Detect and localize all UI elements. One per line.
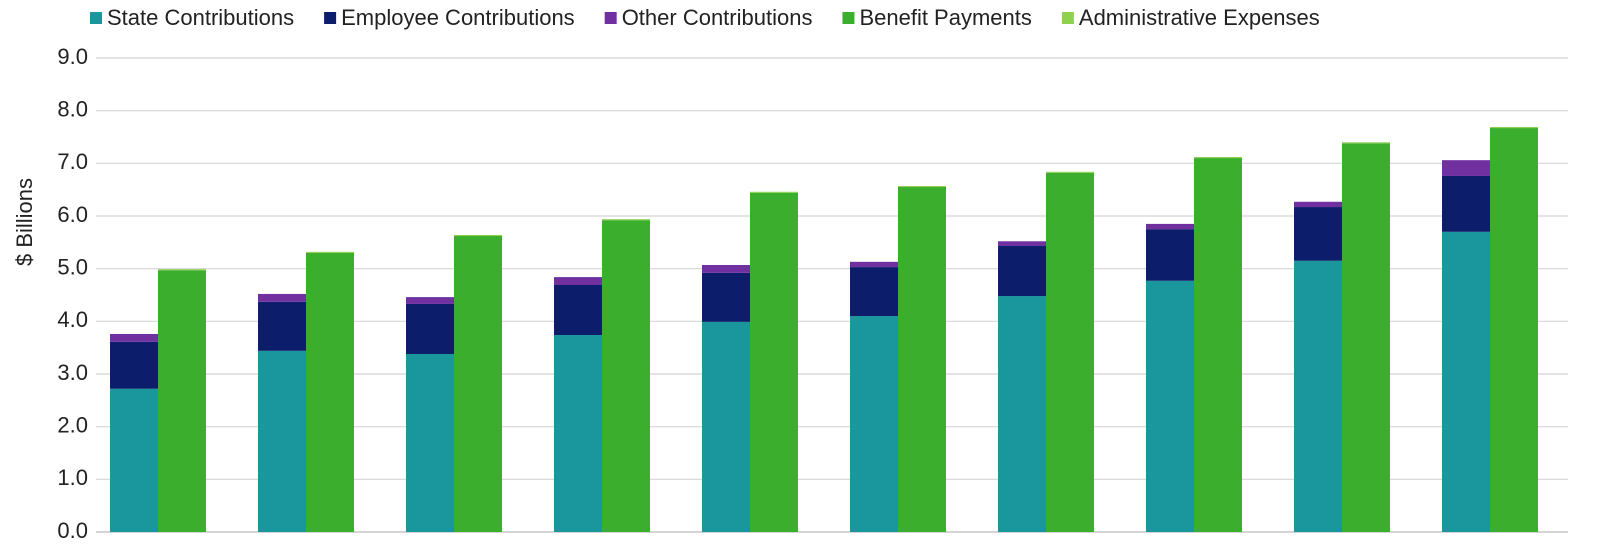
legend-label: Other Contributions <box>622 5 813 30</box>
bar-segment <box>306 252 354 532</box>
y-tick-label: 0.0 <box>57 518 88 543</box>
legend-swatch <box>604 12 617 24</box>
bar-segment <box>158 269 206 271</box>
bar-segment <box>258 293 306 302</box>
bar-segment <box>702 264 750 273</box>
y-tick-label: 7.0 <box>57 149 88 174</box>
bar-segment <box>1146 223 1194 230</box>
y-tick-label: 1.0 <box>57 465 88 490</box>
bar-segment <box>1342 142 1390 144</box>
bar-segment <box>158 270 206 532</box>
bar-segment <box>554 277 602 285</box>
y-tick-label: 5.0 <box>57 254 88 279</box>
bar-segment <box>1146 229 1194 281</box>
y-tick-label: 2.0 <box>57 412 88 437</box>
bar-segment <box>454 234 502 237</box>
y-tick-label: 9.0 <box>57 44 88 69</box>
bar-segment <box>1442 160 1490 176</box>
bar-segment <box>1294 207 1342 261</box>
bar-segment <box>850 316 898 532</box>
bar-segment <box>554 335 602 532</box>
legend-label: Benefit Payments <box>859 5 1031 30</box>
bar-segment <box>998 246 1046 297</box>
bar-segment <box>406 297 454 304</box>
bar-segment <box>1294 260 1342 532</box>
bar-segment <box>998 296 1046 532</box>
bar-segment <box>850 267 898 317</box>
bar-segment <box>1194 158 1242 533</box>
y-tick-label: 4.0 <box>57 307 88 332</box>
legend-swatch <box>324 12 337 24</box>
bar-segment <box>454 236 502 532</box>
bar-segment <box>306 251 354 253</box>
bar-segment <box>1146 280 1194 532</box>
legend-swatch <box>1061 12 1074 24</box>
bar-segment <box>602 220 650 533</box>
bar-segment <box>1442 175 1490 232</box>
bar-segment <box>406 353 454 532</box>
bar-segment <box>110 388 158 532</box>
bar-segment <box>850 261 898 268</box>
bar-segment <box>1046 171 1094 173</box>
bar-segment <box>258 301 306 351</box>
bar-segment <box>898 187 946 533</box>
y-tick-label: 8.0 <box>57 96 88 121</box>
bar-segment <box>1294 201 1342 208</box>
bar-segment <box>898 185 946 188</box>
bar-segment <box>110 333 158 342</box>
legend-label: State Contributions <box>107 5 294 30</box>
bar-segment <box>554 284 602 336</box>
bar-segment <box>750 192 798 532</box>
legend-swatch <box>90 12 102 24</box>
y-tick-label: 6.0 <box>57 202 88 227</box>
legend-swatch <box>842 12 855 24</box>
bar-segment <box>1442 231 1490 533</box>
bar-segment <box>750 191 798 193</box>
bar-segment <box>1490 128 1538 532</box>
bar-segment <box>1194 157 1242 159</box>
bar-segment <box>998 241 1046 247</box>
bar-segment <box>1342 143 1390 532</box>
y-tick-label: 3.0 <box>57 360 88 385</box>
bar-segment <box>1046 172 1094 532</box>
bar-segment <box>602 219 650 221</box>
bar-segment <box>406 303 454 354</box>
bar-segment <box>702 321 750 532</box>
bar-segment <box>1490 126 1538 129</box>
bar-segment <box>110 341 158 389</box>
legend-label: Employee Contributions <box>341 5 575 30</box>
y-axis-label: $ Billions <box>12 178 37 266</box>
legend-label: Administrative Expenses <box>1079 5 1320 30</box>
bar-segment <box>702 272 750 322</box>
bar-segment <box>258 350 306 532</box>
